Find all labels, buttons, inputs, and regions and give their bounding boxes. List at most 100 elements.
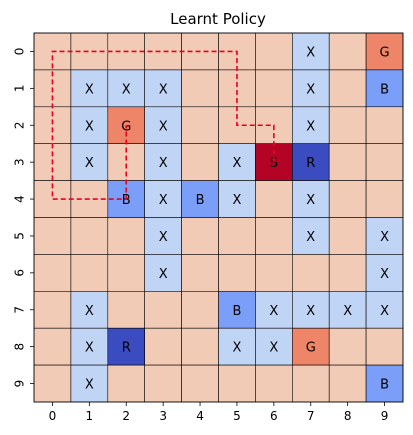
cell-label-r2-c7: X bbox=[306, 119, 315, 134]
heatmap-cell-r6-c7 bbox=[291, 254, 330, 292]
y-tick-label-5: 5 bbox=[13, 232, 27, 240]
heatmap-cell-r1-c7 bbox=[291, 69, 330, 108]
x-tick-label-2: 2 bbox=[122, 409, 130, 423]
y-tick-label-6: 6 bbox=[13, 269, 27, 277]
cell-label-r4-c7: X bbox=[306, 193, 315, 208]
heatmap-cell-r9-c6 bbox=[255, 364, 293, 403]
cell-label-r1-c2: X bbox=[122, 82, 131, 97]
heatmap-cell-r5-c1 bbox=[70, 217, 109, 255]
heatmap-cell-r8-c0 bbox=[33, 327, 72, 366]
cell-label-r8-c1: X bbox=[85, 341, 94, 356]
heatmap-cell-r7-c7 bbox=[291, 290, 330, 329]
cell-label-r9-c9: B bbox=[380, 378, 389, 393]
cell-label-r1-c1: X bbox=[85, 82, 94, 97]
heatmap-cell-r4-c8 bbox=[328, 180, 367, 218]
cell-label-r2-c3: X bbox=[159, 119, 168, 134]
cell-label-r3-c1: X bbox=[85, 156, 94, 171]
x-tick-label-5: 5 bbox=[233, 409, 241, 423]
heatmap-cell-r5-c9 bbox=[365, 217, 404, 255]
heatmap-cell-r1-c3 bbox=[144, 69, 182, 108]
heatmap-cell-r2-c3 bbox=[144, 106, 182, 145]
heatmap-cell-r2-c9 bbox=[365, 106, 404, 145]
cell-label-r8-c2: R bbox=[122, 341, 131, 356]
heatmap-cell-r8-c9 bbox=[365, 327, 404, 366]
heatmap-cell-r7-c0 bbox=[33, 290, 72, 329]
heatmap-cell-r9-c0 bbox=[33, 364, 72, 403]
y-tick-label-4: 4 bbox=[13, 195, 27, 203]
heatmap-cell-r2-c7 bbox=[291, 106, 330, 145]
x-tick-label-6: 6 bbox=[270, 409, 278, 423]
heatmap-cell-r1-c8 bbox=[328, 69, 367, 108]
heatmap-cell-r3-c9 bbox=[365, 143, 404, 181]
y-tick-label-8: 8 bbox=[13, 343, 27, 351]
cell-label-r3-c3: X bbox=[159, 156, 168, 171]
cell-label-r6-c3: X bbox=[159, 267, 168, 282]
y-tick-label-3: 3 bbox=[13, 158, 27, 166]
heatmap-cell-r1-c4 bbox=[181, 69, 219, 108]
cell-label-r1-c9: B bbox=[380, 82, 389, 97]
cell-label-r5-c3: X bbox=[159, 230, 168, 245]
heatmap-cell-r8-c4 bbox=[181, 327, 219, 366]
heatmap-cell-r6-c4 bbox=[181, 254, 219, 292]
x-tick-label-0: 0 bbox=[49, 409, 57, 423]
heatmap-cell-r3-c5 bbox=[218, 143, 256, 181]
heatmap-cell-r6-c3 bbox=[144, 254, 182, 292]
cell-label-r7-c1: X bbox=[85, 304, 94, 319]
heatmap-cell-r5-c5 bbox=[218, 217, 256, 255]
y-tick-label-1: 1 bbox=[13, 85, 27, 93]
heatmap-cell-r9-c4 bbox=[181, 364, 219, 403]
cell-label-r7-c7: X bbox=[306, 304, 315, 319]
x-tick-label-1: 1 bbox=[86, 409, 94, 423]
heatmap-cell-r4-c6 bbox=[255, 180, 293, 218]
x-tick-label-4: 4 bbox=[196, 409, 204, 423]
cell-label-r4-c4: B bbox=[196, 193, 205, 208]
heatmap-cell-r6-c8 bbox=[328, 254, 367, 292]
cell-label-r9-c1: X bbox=[85, 378, 94, 393]
cell-label-r8-c5: X bbox=[232, 341, 241, 356]
heatmap-cell-r5-c0 bbox=[33, 217, 72, 255]
cell-label-r7-c6: X bbox=[269, 304, 278, 319]
heatmap-cell-r9-c1 bbox=[70, 364, 109, 403]
heatmap-cell-r7-c8 bbox=[328, 290, 367, 329]
cell-label-r7-c8: X bbox=[343, 304, 352, 319]
heatmap-cell-r6-c6 bbox=[255, 254, 293, 292]
y-tick-label-9: 9 bbox=[13, 380, 27, 388]
cell-label-r8-c6: X bbox=[269, 341, 278, 356]
heatmap-cell-r3-c7 bbox=[291, 143, 330, 181]
heatmap-cell-r8-c8 bbox=[328, 327, 367, 366]
heatmap-cell-r8-c2 bbox=[107, 327, 146, 366]
heatmap-cell-r6-c2 bbox=[107, 254, 146, 292]
x-tick-label-3: 3 bbox=[159, 409, 167, 423]
heatmap-cell-r7-c4 bbox=[181, 290, 219, 329]
heatmap-cell-r1-c1 bbox=[70, 69, 109, 108]
heatmap-cell-r0-c8 bbox=[328, 32, 367, 71]
chart-title: Learnt Policy bbox=[170, 10, 266, 28]
policy-path-line bbox=[51, 50, 275, 200]
heatmap-cell-r7-c9 bbox=[365, 290, 404, 329]
heatmap-cell-r5-c2 bbox=[107, 217, 146, 255]
heatmap-cell-r4-c7 bbox=[291, 180, 330, 218]
cell-label-r5-c7: X bbox=[306, 230, 315, 245]
heatmap-cell-r7-c2 bbox=[107, 290, 146, 329]
heatmap-cell-r5-c6 bbox=[255, 217, 293, 255]
heatmap-cell-r5-c4 bbox=[181, 217, 219, 255]
y-tick-label-7: 7 bbox=[13, 306, 27, 314]
plot-frame bbox=[33, 32, 404, 403]
cell-label-r0-c9: G bbox=[380, 45, 390, 60]
heatmap-cell-r9-c5 bbox=[218, 364, 256, 403]
heatmap-cell-r5-c3 bbox=[144, 217, 182, 255]
heatmap-cell-r0-c9 bbox=[365, 32, 404, 71]
heatmap-cell-r2-c4 bbox=[181, 106, 219, 145]
heatmap-cell-r8-c1 bbox=[70, 327, 109, 366]
cell-label-r8-c7: G bbox=[306, 341, 316, 356]
cell-label-r2-c1: X bbox=[85, 119, 94, 134]
x-tick-label-9: 9 bbox=[381, 409, 389, 423]
heatmap-cell-r6-c5 bbox=[218, 254, 256, 292]
cell-label-r0-c7: X bbox=[306, 45, 315, 60]
cell-label-r4-c3: X bbox=[159, 193, 168, 208]
cell-label-r6-c9: X bbox=[380, 267, 389, 282]
cell-label-r1-c3: X bbox=[159, 82, 168, 97]
heatmap-cell-r9-c8 bbox=[328, 364, 367, 403]
cell-label-r1-c7: X bbox=[306, 82, 315, 97]
